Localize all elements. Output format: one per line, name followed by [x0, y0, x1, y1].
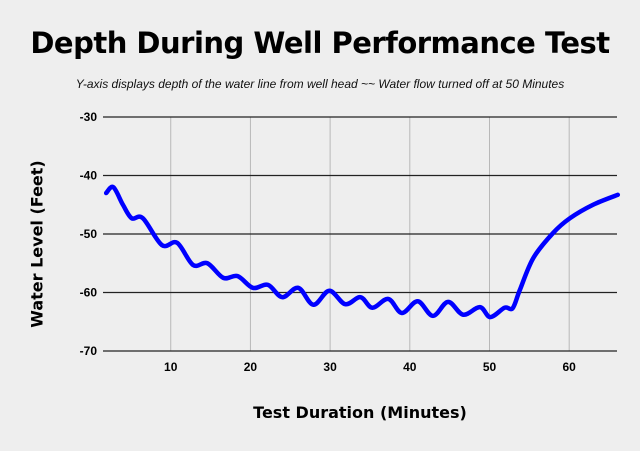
y-tick-label: -30: [80, 110, 98, 124]
y-tick-label: -60: [80, 286, 98, 300]
y-tick-label: -70: [80, 344, 98, 358]
chart-subtitle: Y-axis displays depth of the water line …: [75, 77, 565, 91]
chart-title: Depth During Well Performance Test: [30, 26, 610, 60]
x-tick-label: 10: [164, 360, 178, 374]
x-tick-label: 20: [244, 360, 258, 374]
x-tick-label: 30: [323, 360, 337, 374]
y-tick-label: -50: [80, 227, 98, 241]
y-tick-label: -40: [80, 169, 98, 183]
x-tick-label: 40: [403, 360, 417, 374]
x-tick-label: 50: [483, 360, 497, 374]
water-level-line: [103, 184, 621, 320]
x-axis-label: Test Duration (Minutes): [253, 403, 467, 422]
x-tick-label: 60: [563, 360, 577, 374]
